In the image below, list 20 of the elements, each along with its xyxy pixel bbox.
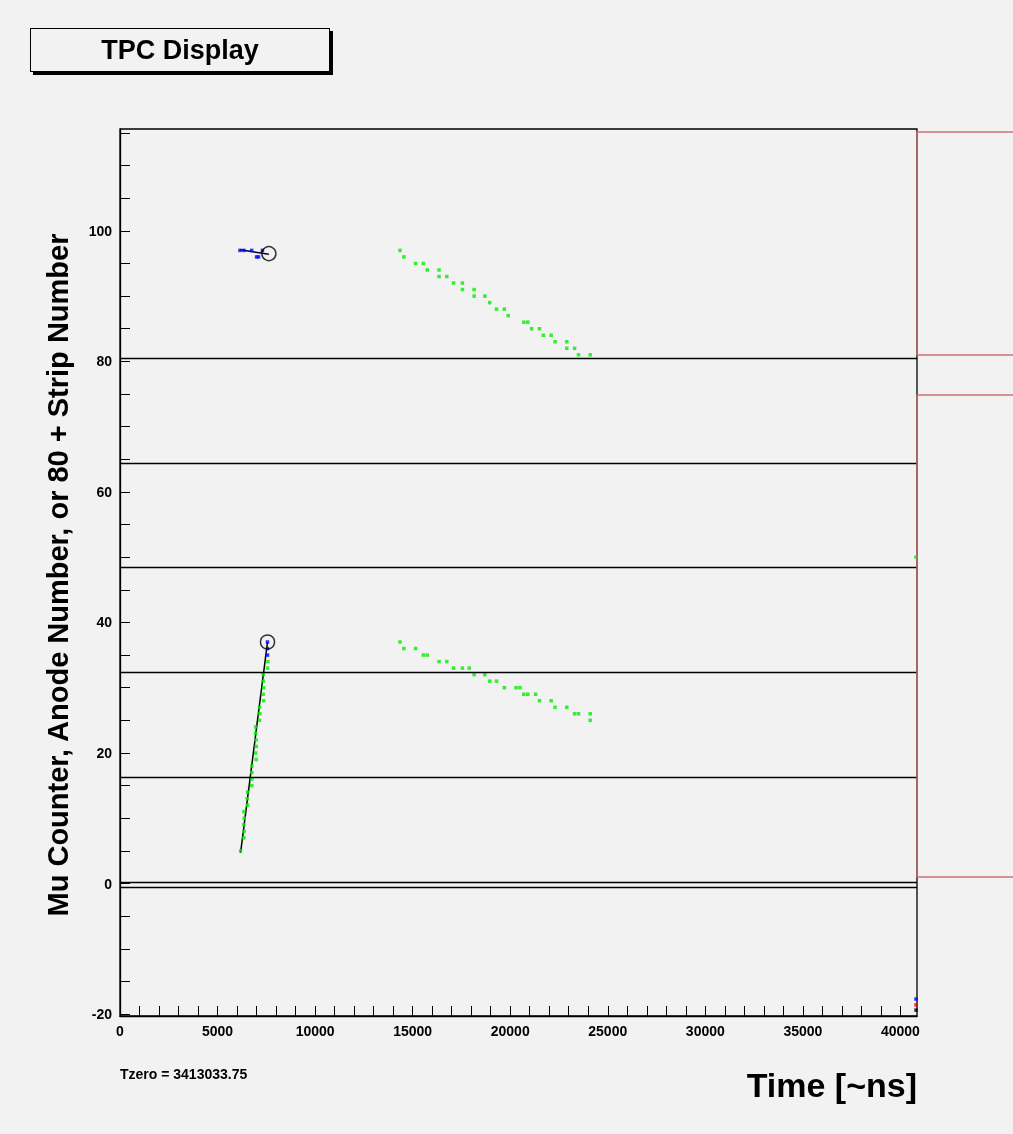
x-tick-label: 30000 — [685, 1023, 725, 1039]
x-tick-label: 20000 — [490, 1023, 530, 1039]
x-tick-label: 40000 — [880, 1023, 921, 1039]
y-tick-label: 40 — [96, 614, 113, 631]
y-tick-label: -20 — [91, 1006, 113, 1023]
y-tick-label: 100 — [88, 222, 113, 239]
y-tick-label: 80 — [96, 353, 113, 370]
y-tick-label: 0 — [104, 875, 113, 892]
y-axis-title: Mu Counter, Anode Number, or 80 + Strip Number — [41, 233, 75, 917]
x-tick-label: 25000 — [588, 1023, 628, 1039]
x-tick-label: 15000 — [393, 1023, 433, 1039]
x-tick-label: 10000 — [295, 1023, 335, 1039]
x-tick-label: 5000 — [201, 1023, 234, 1039]
x-axis-title: Time [~ns] — [746, 1066, 917, 1105]
text: Tzero = 3413033.75 — [120, 1066, 248, 1082]
x-tick-label: 35000 — [783, 1023, 823, 1039]
y-tick-label: 20 — [96, 744, 113, 761]
chart-title: TPC Display — [30, 28, 330, 72]
y-tick-label: 60 — [96, 483, 113, 500]
x-tick-label: 0 — [116, 1023, 125, 1039]
